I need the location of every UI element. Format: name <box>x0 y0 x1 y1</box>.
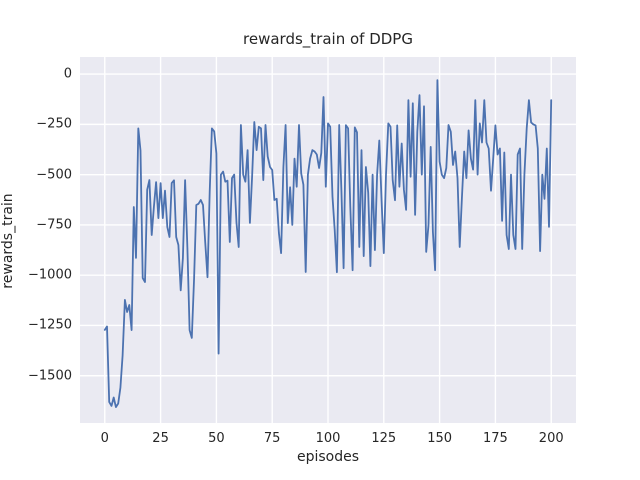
x-tick-label: 75 <box>263 431 281 446</box>
x-tick-label: 100 <box>315 431 341 446</box>
x-tick-label: 25 <box>152 431 169 446</box>
y-tick-label: −250 <box>36 116 72 132</box>
y-tick-label: −750 <box>36 217 72 233</box>
x-tick-label: 125 <box>371 431 397 446</box>
x-tick-label: 0 <box>100 431 109 446</box>
x-tick-label: 150 <box>427 431 453 446</box>
y-tick-label: −1000 <box>28 267 72 283</box>
rewards-train-line <box>103 79 553 409</box>
x-axis-label: episodes <box>296 449 360 465</box>
y-axis-label: rewards_train <box>0 193 16 289</box>
y-tick-label: −1250 <box>28 317 72 333</box>
y-tick-label: −500 <box>36 167 72 183</box>
x-tick-label: 175 <box>482 431 508 446</box>
x-tick-label: 50 <box>208 431 225 446</box>
y-tick-label: −1500 <box>28 368 72 384</box>
x-tick-label: 200 <box>538 431 564 446</box>
chart-title: rewards_train of DDPG <box>243 30 413 48</box>
y-tick-label: 0 <box>63 66 72 82</box>
